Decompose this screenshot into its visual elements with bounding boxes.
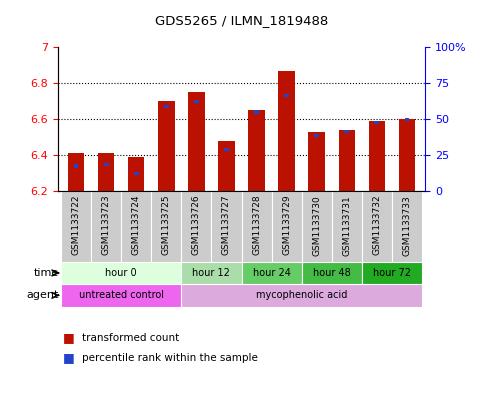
- FancyBboxPatch shape: [302, 191, 332, 262]
- Bar: [104, 163, 109, 166]
- Bar: [224, 148, 229, 151]
- FancyBboxPatch shape: [242, 191, 271, 262]
- Bar: [128, 157, 144, 191]
- Bar: [188, 92, 205, 191]
- Bar: [398, 119, 415, 191]
- Bar: [218, 141, 235, 191]
- Text: untreated control: untreated control: [79, 290, 164, 300]
- Bar: [164, 105, 169, 108]
- Bar: [339, 130, 355, 191]
- FancyBboxPatch shape: [91, 191, 121, 262]
- Text: GSM1133724: GSM1133724: [132, 195, 141, 255]
- Text: GDS5265 / ILMN_1819488: GDS5265 / ILMN_1819488: [155, 15, 328, 28]
- Bar: [278, 71, 295, 191]
- FancyBboxPatch shape: [392, 191, 422, 262]
- Text: hour 24: hour 24: [253, 268, 291, 278]
- Bar: [374, 121, 379, 125]
- Text: hour 0: hour 0: [105, 268, 137, 278]
- Text: hour 48: hour 48: [313, 268, 351, 278]
- FancyBboxPatch shape: [181, 191, 212, 262]
- FancyBboxPatch shape: [302, 262, 362, 284]
- FancyBboxPatch shape: [61, 262, 181, 284]
- FancyBboxPatch shape: [181, 262, 242, 284]
- FancyBboxPatch shape: [212, 191, 242, 262]
- FancyBboxPatch shape: [181, 284, 422, 307]
- FancyBboxPatch shape: [362, 191, 392, 262]
- Text: ■: ■: [63, 331, 74, 345]
- Text: agent: agent: [26, 290, 58, 300]
- Bar: [284, 94, 289, 97]
- FancyBboxPatch shape: [271, 191, 302, 262]
- Bar: [369, 121, 385, 191]
- Text: time: time: [33, 268, 58, 278]
- Bar: [248, 110, 265, 191]
- Text: GSM1133727: GSM1133727: [222, 195, 231, 255]
- Text: GSM1133726: GSM1133726: [192, 195, 201, 255]
- Bar: [404, 118, 410, 121]
- Bar: [158, 101, 174, 191]
- Text: GSM1133730: GSM1133730: [312, 195, 321, 255]
- Bar: [194, 99, 199, 103]
- Bar: [98, 153, 114, 191]
- Text: GSM1133731: GSM1133731: [342, 195, 351, 255]
- Text: GSM1133722: GSM1133722: [71, 195, 81, 255]
- Text: percentile rank within the sample: percentile rank within the sample: [82, 353, 258, 363]
- Text: GSM1133729: GSM1133729: [282, 195, 291, 255]
- FancyBboxPatch shape: [121, 191, 151, 262]
- Text: GSM1133723: GSM1133723: [101, 195, 111, 255]
- FancyBboxPatch shape: [61, 191, 91, 262]
- Text: GSM1133725: GSM1133725: [162, 195, 171, 255]
- Text: hour 72: hour 72: [373, 268, 411, 278]
- Text: transformed count: transformed count: [82, 333, 179, 343]
- FancyBboxPatch shape: [242, 262, 302, 284]
- Text: hour 12: hour 12: [192, 268, 230, 278]
- Bar: [344, 130, 349, 134]
- Bar: [73, 164, 79, 168]
- Bar: [309, 132, 325, 191]
- Bar: [68, 153, 85, 191]
- FancyBboxPatch shape: [151, 191, 181, 262]
- FancyBboxPatch shape: [362, 262, 422, 284]
- Text: GSM1133733: GSM1133733: [402, 195, 412, 255]
- Text: ■: ■: [63, 351, 74, 364]
- Bar: [134, 172, 139, 175]
- Text: mycophenolic acid: mycophenolic acid: [256, 290, 347, 300]
- Bar: [314, 134, 319, 137]
- FancyBboxPatch shape: [61, 284, 181, 307]
- Text: GSM1133728: GSM1133728: [252, 195, 261, 255]
- FancyBboxPatch shape: [332, 191, 362, 262]
- Text: GSM1133732: GSM1133732: [372, 195, 382, 255]
- Bar: [254, 110, 259, 114]
